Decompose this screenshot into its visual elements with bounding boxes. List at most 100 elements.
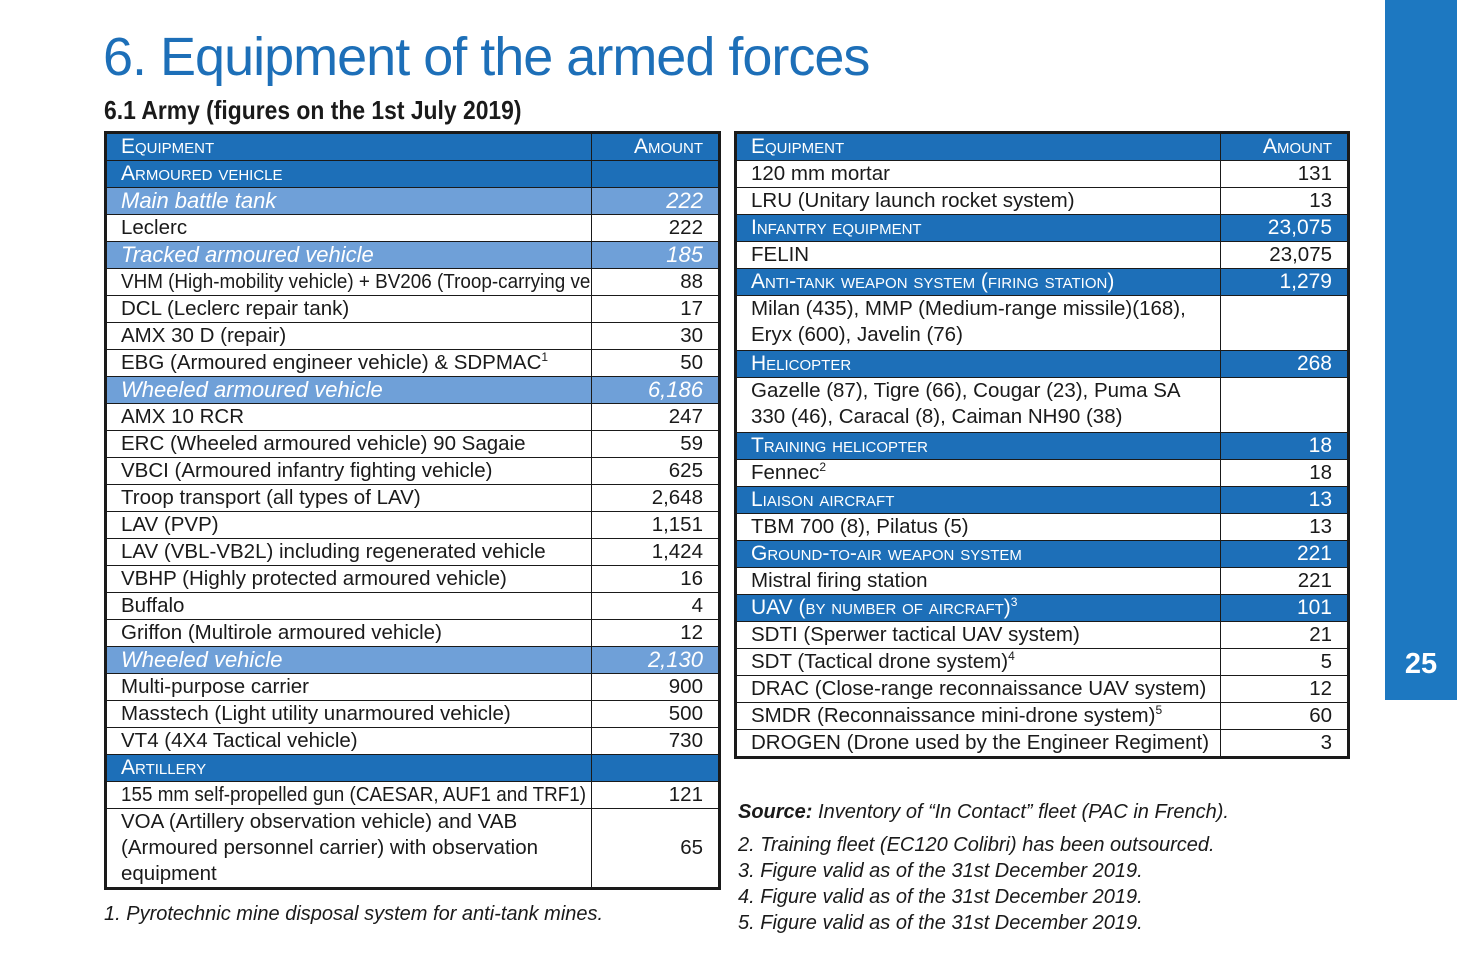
footnote-marker: 1 — [541, 350, 549, 365]
table-row: VHM (High-mobility vehicle) + BV206 (Tro… — [105, 268, 720, 296]
equipment-cell: 155 mm self-propelled gun (CAESAR, AUF1 … — [105, 781, 592, 809]
amount-cell: 23,075 — [1220, 214, 1349, 242]
equipment-label: Buffalo — [121, 594, 185, 617]
subcategory-row: Main battle tank 222 — [105, 187, 720, 215]
equipment-cell: LRU (Unitary launch rocket system) — [735, 187, 1221, 215]
table-row: AMX 10 RCR 247 — [105, 403, 720, 431]
amount-cell: 1,424 — [591, 538, 720, 566]
equipment-label: Troop transport (all types of LAV) — [121, 486, 421, 509]
amount-cell: 60 — [1220, 702, 1349, 730]
amount-cell: 50 — [591, 349, 720, 377]
amount-cell: 12 — [591, 619, 720, 647]
equipment-cell: SDTI (Sperwer tactical UAV system) — [735, 621, 1221, 649]
equipment-cell: Masstech (Light utility unarmoured vehic… — [105, 700, 592, 728]
equipment-cell: Ground-to-air weapon system — [735, 540, 1221, 568]
amount-cell: 13 — [1220, 513, 1349, 541]
equipment-label: AMX 30 D (repair) — [121, 324, 287, 347]
table-row: VT4 (4X4 Tactical vehicle) 730 — [105, 727, 720, 755]
equipment-cell: Griffon (Multirole armoured vehicle) — [105, 619, 592, 647]
equipment-cell: Fennec2 — [735, 459, 1221, 487]
equipment-label: Wheeled vehicle — [121, 647, 283, 673]
amount-cell: 18 — [1220, 432, 1349, 460]
amount-cell: 65 — [591, 808, 720, 889]
subcategory-row: Tracked armoured vehicle 185 — [105, 241, 720, 269]
equipment-label: DRAC (Close-range reconnaissance UAV sys… — [751, 677, 1207, 700]
column-header-equipment: Equipment — [105, 132, 592, 161]
table-row: DCL (Leclerc repair tank) 17 — [105, 295, 720, 323]
amount-cell: 13 — [1220, 187, 1349, 215]
table-row: Masstech (Light utility unarmoured vehic… — [105, 700, 720, 728]
amount-cell: 6,186 — [591, 376, 720, 404]
equipment-label: VHM (High-mobility vehicle) + BV206 (Tro… — [121, 270, 592, 293]
equipment-cell: LAV (VBL-VB2L) including regenerated veh… — [105, 538, 592, 566]
equipment-label: DCL (Leclerc repair tank) — [121, 297, 350, 320]
equipment-label: TBM 700 (8), Pilatus (5) — [751, 515, 969, 538]
category-row: Armoured vehicle — [105, 160, 720, 188]
equipment-label: VOA (Artillery observation vehicle) and … — [121, 810, 539, 885]
amount-cell: 500 — [591, 700, 720, 728]
amount-cell — [1220, 295, 1349, 351]
amount-cell: 268 — [1220, 350, 1349, 378]
equipment-cell: VBHP (Highly protected armoured vehicle) — [105, 565, 592, 593]
equipment-label: Ground-to-air weapon system — [751, 542, 1022, 565]
table-row: Multi-purpose carrier 900 — [105, 673, 720, 701]
equipment-cell: Mistral firing station — [735, 567, 1221, 595]
table-row: Leclerc 222 — [105, 214, 720, 242]
equipment-cell: VOA (Artillery observation vehicle) and … — [105, 808, 592, 889]
table-row: DROGEN (Drone used by the Engineer Regim… — [735, 729, 1349, 758]
equipment-cell: Artillery — [105, 754, 592, 782]
equipment-cell: Buffalo — [105, 592, 592, 620]
amount-cell: 59 — [591, 430, 720, 458]
section-subtitle: 6.1 Army (figures on the 1st July 2019) — [104, 95, 522, 125]
equipment-label: Mistral firing station — [751, 569, 928, 592]
equipment-cell: DROGEN (Drone used by the Engineer Regim… — [735, 729, 1221, 758]
equipment-label: Training helicopter — [751, 434, 929, 457]
subcategory-row: Wheeled vehicle 2,130 — [105, 646, 720, 674]
equipment-cell: Gazelle (87), Tigre (66), Cougar (23), P… — [735, 377, 1221, 433]
equipment-label: Anti-tank weapon system (firing station) — [751, 270, 1115, 293]
amount-cell: 23,075 — [1220, 241, 1349, 269]
amount-cell: 121 — [591, 781, 720, 809]
amount-cell: 222 — [591, 187, 720, 215]
army-equipment-table-right: Equipment Amount 120 mm mortar 131 LRU (Unit… — [734, 131, 1350, 759]
amount-cell: 3 — [1220, 729, 1349, 758]
table-header-row: Equipment Amount — [735, 132, 1349, 161]
category-row: Training helicopter 18 — [735, 432, 1349, 460]
amount-cell: 18 — [1220, 459, 1349, 487]
equipment-cell: FELIN — [735, 241, 1221, 269]
amount-cell: 185 — [591, 241, 720, 269]
amount-cell: 101 — [1220, 594, 1349, 622]
category-row: Liaison aircraft 13 — [735, 486, 1349, 514]
amount-cell — [1220, 377, 1349, 433]
amount-cell: 247 — [591, 403, 720, 431]
category-row: Infantry equipment 23,075 — [735, 214, 1349, 242]
page-number: 25 — [1404, 648, 1438, 680]
equipment-label: Liaison aircraft — [751, 488, 895, 511]
table-row: Milan (435), MMP (Medium-range missile)(… — [735, 295, 1349, 351]
page-title: 6. Equipment of the armed forces — [103, 27, 870, 87]
column-header-amount: Amount — [1220, 132, 1349, 161]
equipment-label: Griffon (Multirole armoured vehicle) — [121, 621, 442, 644]
amount-cell: 221 — [1220, 540, 1349, 568]
equipment-label: VBCI (Armoured infantry fighting vehicle… — [121, 459, 493, 482]
equipment-cell: TBM 700 (8), Pilatus (5) — [735, 513, 1221, 541]
equipment-label: LAV (PVP) — [121, 513, 219, 536]
amount-cell: 12 — [1220, 675, 1349, 703]
equipment-label: Milan (435), MMP (Medium-range missile)(… — [751, 297, 1186, 346]
equipment-label: VT4 (4X4 Tactical vehicle) — [121, 729, 358, 752]
table-row: VOA (Artillery observation vehicle) and … — [105, 808, 720, 889]
amount-cell: 5 — [1220, 648, 1349, 676]
equipment-cell: Armoured vehicle — [105, 160, 592, 188]
amount-cell: 131 — [1220, 160, 1349, 188]
table-row: TBM 700 (8), Pilatus (5) 13 — [735, 513, 1349, 541]
equipment-label: DROGEN (Drone used by the Engineer Regim… — [751, 731, 1210, 754]
source-text: Inventory of “In Contact” fleet (PAC in … — [818, 801, 1229, 823]
amount-cell: 730 — [591, 727, 720, 755]
equipment-label: Artillery — [121, 756, 207, 779]
amount-cell: 1,151 — [591, 511, 720, 539]
category-row: UAV (by number of aircraft)3 101 — [735, 594, 1349, 622]
equipment-cell: Training helicopter — [735, 432, 1221, 460]
equipment-cell: DCL (Leclerc repair tank) — [105, 295, 592, 323]
footnote-marker: 2 — [819, 460, 827, 475]
equipment-cell: Helicopter — [735, 350, 1221, 378]
